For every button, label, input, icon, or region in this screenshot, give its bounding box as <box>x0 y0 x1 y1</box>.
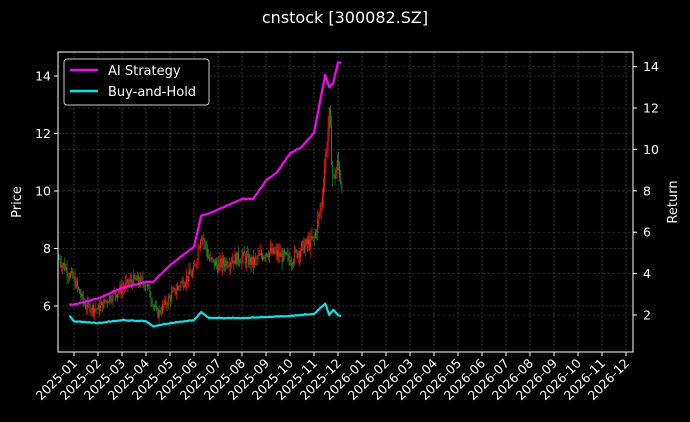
y-tick-label-left: 12 <box>35 126 51 141</box>
plot-frame <box>57 51 634 353</box>
candlestick-series <box>58 105 343 325</box>
legend-label-buy-and-hold: Buy-and-Hold <box>108 85 196 100</box>
x-axis-ticks: 2025-012025-022025-032025-042025-052025-… <box>33 352 632 403</box>
y-tick-label-right: 10 <box>643 142 659 157</box>
legend: AI Strategy Buy-and-Hold <box>63 58 210 106</box>
right-y-axis-ticks: 2 4 6 8 10 12 14 <box>633 59 659 323</box>
line-buy-and-hold <box>68 302 342 328</box>
y-tick-label-right: 4 <box>643 266 651 281</box>
y-tick-label-left: 8 <box>43 241 51 256</box>
legend-label-ai-strategy: AI Strategy <box>108 64 181 79</box>
y-tick-label-right: 6 <box>643 225 651 240</box>
chart-title: cnstock [300082.SZ] <box>261 8 429 27</box>
y-axis-label-left: Price <box>10 186 25 218</box>
y-tick-label-right: 8 <box>643 183 651 198</box>
y-tick-label-right: 14 <box>643 59 659 74</box>
y-tick-label-left: 14 <box>35 69 51 84</box>
y-axis-label-right: Return <box>666 180 681 223</box>
left-y-axis-ticks: 6 8 10 12 14 <box>35 69 58 314</box>
y-tick-label-left: 6 <box>43 299 51 314</box>
y-tick-label-left: 10 <box>35 184 51 199</box>
y-tick-label-right: 12 <box>643 101 659 116</box>
line-ai-strategy <box>69 61 342 306</box>
y-tick-label-right: 2 <box>643 308 651 323</box>
grid-lines <box>58 52 633 352</box>
legend-box <box>63 58 210 106</box>
return-lines <box>68 61 342 328</box>
